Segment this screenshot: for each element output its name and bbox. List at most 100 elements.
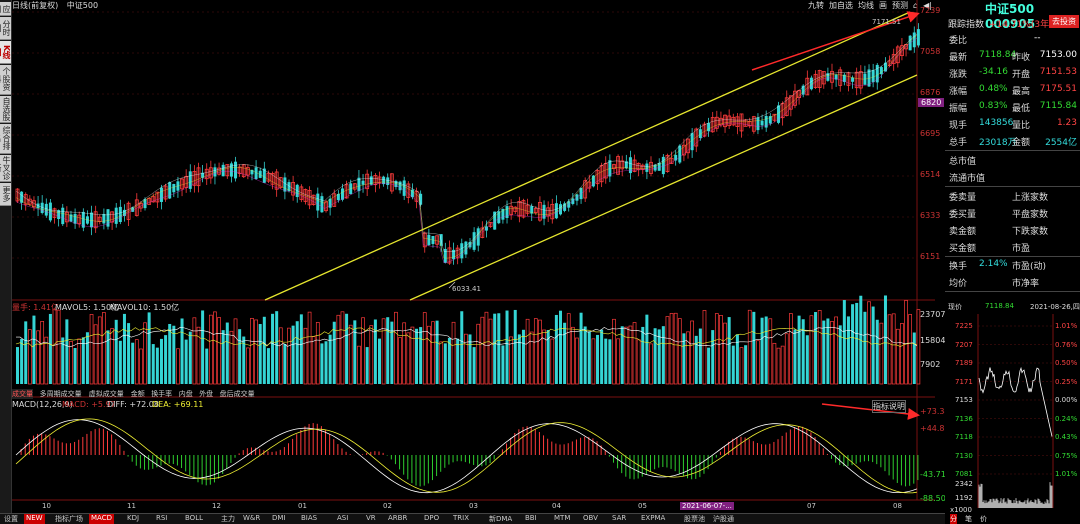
toolbar-item-5[interactable]: 预测 [892, 1, 908, 10]
left-tab-4[interactable]: 个股资料 [0, 65, 11, 95]
bottom-tab-9[interactable]: W&R [243, 514, 261, 522]
bottom-tab-5[interactable]: KDJ [127, 514, 140, 522]
bottom-tab-8[interactable]: 主力 [221, 515, 235, 523]
price-axis-label: 6876 [920, 88, 941, 97]
bottom-tab-15[interactable]: DPO [424, 514, 440, 522]
quote-row: 委卖量 上涨家数 [949, 190, 1077, 206]
mini-right-axis: 0.25% [1055, 377, 1078, 386]
toolbar-item-1[interactable]: 九转 [808, 1, 824, 10]
quote-label: 涨幅 [949, 87, 968, 97]
quote-row: 涨幅 0.48% 最高 7175.51 [949, 84, 1077, 100]
period-label[interactable]: 日线(前复权) [12, 1, 59, 10]
quote-value: 143856 [979, 118, 1014, 128]
quote-value: 2.14% [979, 259, 1008, 269]
ma-line-2 [15, 35, 918, 259]
x-label: 01 [298, 502, 307, 510]
left-tab-5[interactable]: 自选股 [0, 95, 11, 124]
chart-header: 日线(前复权) 中证500 [12, 0, 98, 11]
bottom-tab-20[interactable]: OBV [583, 514, 598, 522]
bottom-tab-19[interactable]: MTM [554, 514, 571, 522]
toolbar-item-4[interactable]: 画 [879, 1, 887, 10]
mini-tab-2[interactable]: 笔 [965, 515, 972, 523]
bottom-tab-21[interactable]: SAR [612, 514, 627, 522]
lower-channel-line [409, 74, 918, 301]
mini-left-axis: 7225 [955, 322, 973, 330]
macd-value: MACD: +5.97 [62, 400, 116, 409]
bottom-tab-14[interactable]: ARBR [388, 514, 408, 522]
quote-label: 涨跌 [949, 70, 968, 80]
left-tab-2[interactable]: 分时图 [0, 17, 11, 41]
bottom-tab-18[interactable]: BBI [525, 514, 537, 522]
toolbar-item-3[interactable]: 均线 [858, 1, 874, 10]
mini-left-axis: 7153 [955, 396, 973, 404]
home-icon[interactable]: ⌂ [913, 1, 919, 10]
mini-left-axis: 7081 [955, 470, 973, 478]
volume-tab-7[interactable]: 外盘 [199, 390, 214, 398]
macd-histogram [20, 423, 919, 487]
volume-tab-6[interactable]: 内盘 [178, 390, 193, 398]
current-price-tag: 6820 [918, 98, 945, 107]
quote-row: 买金额 市盈 [945, 241, 1080, 257]
bottom-tab-7[interactable]: BOLL [185, 514, 203, 522]
volume-ma5-label: MAVOL5: 1.50亿 [55, 303, 120, 312]
left-tab-8[interactable]: 更多 [0, 183, 11, 207]
left-tab-1[interactable]: 应用 [0, 2, 11, 17]
quote-value-2: 7151.53 [1039, 67, 1077, 77]
quote-label: 换手 [949, 262, 968, 272]
divider [945, 150, 1080, 151]
volume-tab-4[interactable]: 金额 [130, 390, 145, 398]
high-marker: 7171.51 [872, 18, 901, 26]
macd-axis-label: +44.82 [920, 424, 950, 433]
bottom-tab-2[interactable]: NEW [24, 514, 45, 524]
quote-label-2: 昨收 [1012, 53, 1031, 63]
divider [945, 256, 1080, 257]
price-axis-label: 6514 [920, 170, 941, 179]
mini-tab-3[interactable]: 价 [980, 515, 987, 523]
left-tab-7[interactable]: 牛叉诊断 [0, 154, 11, 183]
toolbar-item-2[interactable]: 加自选 [829, 1, 853, 10]
price-axis-label: 6151 [920, 252, 941, 261]
left-tab-3[interactable]: K线图 [0, 41, 11, 65]
left-tab-6[interactable]: 综合排名 [0, 124, 11, 154]
volume-axis-label: 15804 [920, 336, 946, 345]
bottom-tab-1[interactable]: 设置 [4, 515, 18, 523]
dea-line [15, 418, 917, 494]
mini-tab-1[interactable]: 分 [950, 514, 957, 524]
quote-row: 涨跌 -34.16 开盘 7151.53 [949, 67, 1077, 83]
bottom-tab-13[interactable]: VR [366, 514, 376, 522]
volume-tab-8[interactable]: 盘后成交量 [219, 390, 255, 398]
quote-label: 流通市值 [949, 174, 986, 184]
quote-row: 流通市值 [945, 171, 1080, 187]
bottom-tab-4[interactable]: MACD [89, 514, 114, 524]
mini-right-axis: 0.50% [1055, 359, 1078, 367]
x-label: 08 [893, 502, 902, 510]
macd-diff: DIFF: +72.08 [107, 400, 159, 409]
collapse-arrow-icon[interactable]: ◀| [923, 1, 932, 10]
volume-tab-1[interactable]: 成交量 [12, 389, 33, 399]
bottom-tab-12[interactable]: ASI [337, 514, 349, 522]
bottom-tab-11[interactable]: BIAS [301, 514, 318, 522]
macd-name: MACD(12,26,9) [12, 400, 73, 409]
bottom-tab-3[interactable]: 指标广场 [55, 515, 83, 523]
x-label: 07 [807, 502, 816, 510]
volume-tab-5[interactable]: 换手率 [151, 390, 173, 398]
invest-button[interactable]: 去投资 [1049, 15, 1079, 28]
bottom-tab-17[interactable]: 新DMA [489, 515, 513, 523]
panel-title: 中证500 000905 [985, 2, 1036, 31]
macd-axis-label: -88.50 [920, 494, 946, 503]
volume-tab-2[interactable]: 多周期成交量 [39, 390, 82, 398]
bottom-indicator-bar: 设置 NEW 指标广场 MACD KDJ RSI BOLL 主力 W&R DMI BIAS ASI VR… [0, 513, 945, 524]
bottom-tab-22[interactable]: EXPMA [641, 514, 666, 522]
volume-tab-3[interactable]: 虚拟成交量 [88, 390, 124, 398]
bottom-tab-6[interactable]: RSI [156, 514, 168, 522]
mini-right-axis: 0.76% [1055, 340, 1078, 349]
trend-arrow-macd [821, 403, 920, 420]
price-axis-label: 7239 [920, 6, 941, 15]
bottom-tab-23[interactable]: 股票池 [684, 515, 705, 523]
bottom-tab-16[interactable]: TRIX [453, 514, 469, 522]
mini-date: 2021-08-26,四 [1030, 303, 1080, 311]
mini-right-axis: 0.43% [1055, 433, 1078, 441]
bottom-tab-24[interactable]: 沪股通 [713, 515, 734, 523]
bottom-tab-10[interactable]: DMI [272, 514, 286, 522]
divider [945, 291, 1080, 292]
